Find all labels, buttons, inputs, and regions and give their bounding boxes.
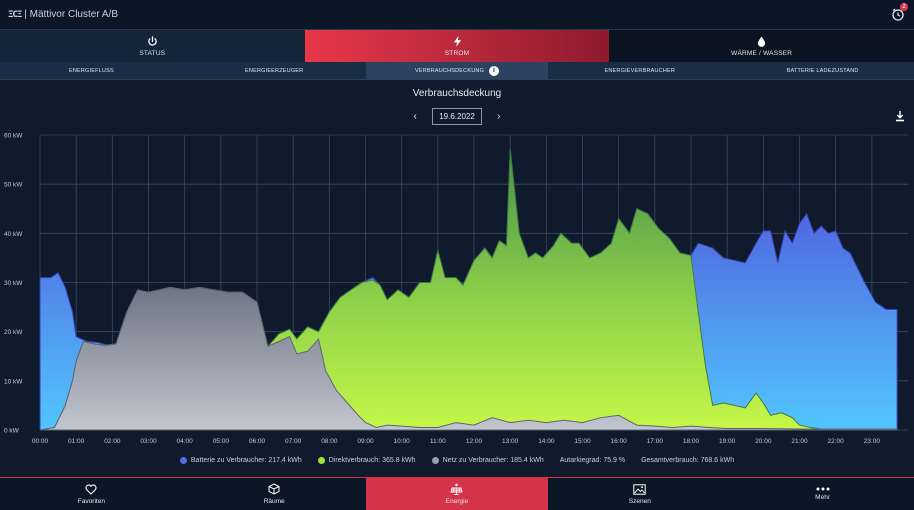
nav-label: Favoriten xyxy=(77,497,105,505)
subtab-energieerzeuger[interactable]: ENERGIEERZEUGER xyxy=(183,62,366,79)
x-tick-label: 15:00 xyxy=(574,438,591,445)
chart-legend: Batterie zu Verbraucher: 217.4 kWh Direk… xyxy=(0,457,914,464)
solar-panel-icon xyxy=(450,483,464,495)
autarkie-value: Autarkiegrad: 75.9 % xyxy=(560,457,625,464)
x-tick-label: 19:00 xyxy=(719,438,736,445)
brand: ΞCΞ | Mättivor Cluster A/B xyxy=(8,9,118,20)
nav-favoriten[interactable]: Favoriten xyxy=(0,478,183,510)
x-tick-label: 22:00 xyxy=(828,438,845,445)
tab-strom[interactable]: STROM xyxy=(304,30,610,62)
y-tick-label: 0 kW xyxy=(4,428,20,435)
legend-netz: Netz zu Verbraucher: 185.4 kWh xyxy=(431,457,544,464)
cube-icon xyxy=(268,483,280,495)
y-tick-label: 10 kW xyxy=(4,378,23,385)
x-axis-ticks: 00:00 01:00 02:00 03:00 04:00 05:00 06:00 07:00… xyxy=(32,438,880,445)
drop-icon xyxy=(758,36,766,47)
heart-icon xyxy=(85,484,97,495)
tab-status[interactable]: STATUS xyxy=(0,30,305,62)
x-tick-label: 10:00 xyxy=(394,438,411,445)
notification-badge: 2 xyxy=(900,3,908,11)
download-icon[interactable] xyxy=(894,110,906,122)
subtab-verbrauchsdeckung[interactable]: VERBRAUCHSDECKUNG i xyxy=(365,62,549,79)
nav-label: Mehr xyxy=(815,494,830,501)
more-icon xyxy=(816,487,830,491)
x-tick-label: 09:00 xyxy=(357,438,374,445)
tab-strom-label: STROM xyxy=(444,49,470,57)
x-tick-label: 20:00 xyxy=(755,438,772,445)
x-tick-label: 11:00 xyxy=(430,438,446,445)
nav-label: Szenen xyxy=(628,497,651,505)
autarkie-label: Autarkiegrad: 75.9 % xyxy=(559,457,626,464)
legend-batterie: Batterie zu Verbraucher: 217.4 kWh xyxy=(179,457,302,464)
subtab-energiefluss[interactable]: ENERGIEFLUSS xyxy=(0,62,183,79)
chart-areas xyxy=(39,149,898,431)
x-tick-label: 18:00 xyxy=(683,438,700,445)
y-axis-ticks: 0 kW 10 kW 20 kW 30 kW 40 kW 50 kW 60 kW xyxy=(4,133,23,435)
series-area-netz xyxy=(39,286,898,431)
x-tick-label: 13:00 xyxy=(502,438,519,445)
x-tick-label: 04:00 xyxy=(177,438,194,445)
subtab-label: ENERGIEFLUSS xyxy=(68,67,114,74)
x-tick-label: 21:00 xyxy=(791,438,808,445)
main-tabs: STATUS STROM WÄRME / WASSER xyxy=(0,29,914,62)
consumption-chart: 0 kW 10 kW 20 kW 30 kW 40 kW 50 kW 60 kW 00:00… xyxy=(4,133,908,445)
y-tick-label: 20 kW xyxy=(4,329,23,336)
x-tick-label: 17:00 xyxy=(647,438,664,445)
chart-title: Verbrauchsdeckung xyxy=(412,88,502,99)
image-icon xyxy=(633,483,646,495)
nav-raeume[interactable]: Räume xyxy=(183,478,366,510)
subtab-batterie-ladezustand[interactable]: BATTERIE LADEZUSTAND xyxy=(731,62,914,79)
x-tick-label: 14:00 xyxy=(538,438,555,445)
x-tick-label: 07:00 xyxy=(285,438,302,445)
x-tick-label: 08:00 xyxy=(321,438,338,445)
legend-dot-batterie xyxy=(179,457,187,464)
y-tick-label: 40 kW xyxy=(4,231,23,238)
nav-label: Räume xyxy=(263,498,285,505)
y-tick-label: 60 kW xyxy=(4,133,23,140)
x-tick-label: 05:00 xyxy=(213,438,230,445)
info-icon[interactable]: i xyxy=(489,65,500,76)
subtab-label: ENERGIEVERBRAUCHER xyxy=(604,67,676,74)
power-icon xyxy=(148,35,157,46)
tab-status-label: STATUS xyxy=(139,49,166,57)
y-tick-label: 30 kW xyxy=(4,280,23,287)
tab-waerme-wasser-label: WÄRME / WASSER xyxy=(731,49,793,57)
subtab-energieverbraucher[interactable]: ENERGIEVERBRAUCHER xyxy=(548,62,731,79)
sub-tabs: ENERGIEFLUSS ENERGIEERZEUGER VERBRAUCHSD… xyxy=(0,62,914,80)
next-day-button[interactable]: › xyxy=(497,110,501,122)
legend-label-direkt: Direktverbrauch: 365.8 kWh xyxy=(328,457,416,464)
nav-mehr[interactable]: Mehr xyxy=(731,478,914,510)
x-tick-label: 01:00 xyxy=(68,438,85,445)
x-tick-label: 12:00 xyxy=(466,438,483,445)
tab-waerme-wasser[interactable]: WÄRME / WASSER xyxy=(609,30,914,62)
subtab-label: ENERGIEERZEUGER xyxy=(245,67,304,74)
legend-dot-netz xyxy=(431,457,439,464)
y-tick-label: 50 kW xyxy=(4,182,23,189)
date-selector: ‹ 19.6.2022 › xyxy=(0,107,914,125)
gesamt-value: Gesamtverbrauch: 768.6 kWh xyxy=(641,457,734,464)
x-tick-label: 06:00 xyxy=(249,438,266,445)
app-title: | Mättivor Cluster A/B xyxy=(24,9,119,20)
gesamt-label: Gesamtverbrauch: 768.6 kWh xyxy=(641,457,735,464)
x-tick-label: 02:00 xyxy=(104,438,121,445)
top-bar: ΞCΞ | Mättivor Cluster A/B 2 xyxy=(0,0,914,29)
prev-day-button[interactable]: ‹ xyxy=(413,110,417,122)
x-tick-label: 00:00 xyxy=(32,438,49,445)
bolt-icon xyxy=(453,35,461,47)
date-field[interactable]: 19.6.2022 xyxy=(432,107,482,125)
x-tick-label: 16:00 xyxy=(611,438,628,445)
subtab-label: VERBRAUCHSDECKUNG xyxy=(414,67,485,74)
bottom-nav: Favoriten Räume Energie Szenen Mehr xyxy=(0,477,914,510)
legend-dot-direkt xyxy=(317,457,325,464)
nav-szenen[interactable]: Szenen xyxy=(548,478,731,510)
brand-logo: ΞCΞ xyxy=(8,9,22,20)
nav-energie[interactable]: Energie xyxy=(365,478,549,510)
legend-label-netz: Netz zu Verbraucher: 185.4 kWh xyxy=(442,457,544,464)
x-tick-label: 03:00 xyxy=(140,438,157,445)
nav-label: Energie xyxy=(445,498,469,505)
legend-direkt: Direktverbrauch: 365.8 kWh xyxy=(317,457,416,464)
legend-label-batterie: Batterie zu Verbraucher: 217.4 kWh xyxy=(190,457,302,464)
subtab-label: BATTERIE LADEZUSTAND xyxy=(786,67,859,74)
x-tick-label: 23:00 xyxy=(864,438,881,445)
